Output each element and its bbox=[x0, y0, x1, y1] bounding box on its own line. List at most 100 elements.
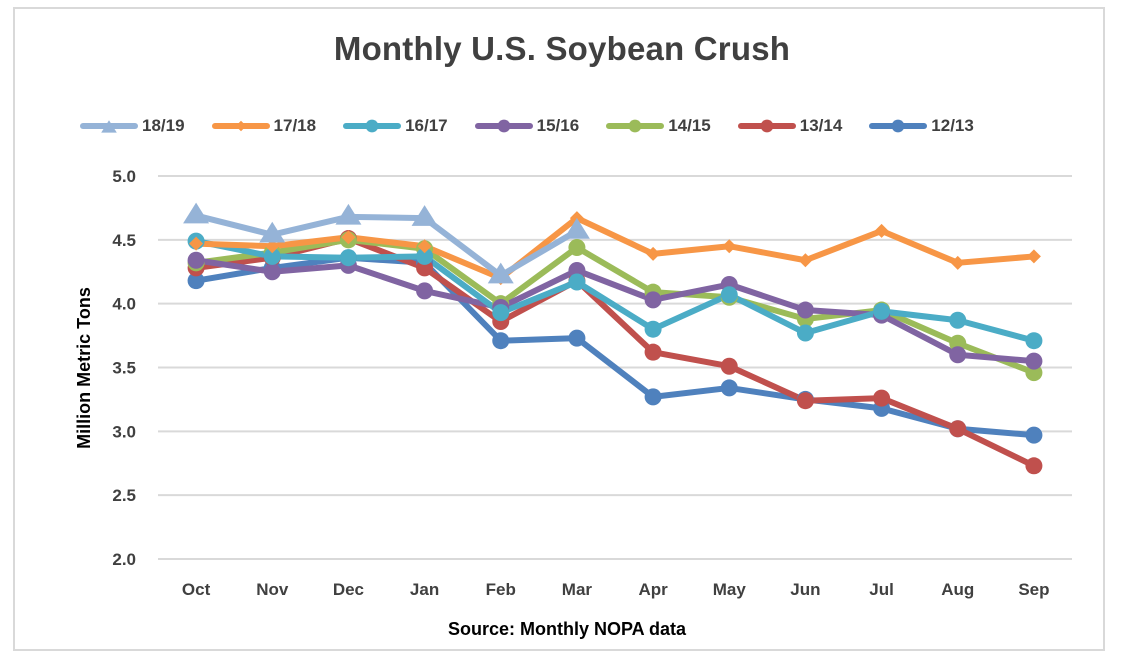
x-tick-label: Jan bbox=[410, 580, 439, 599]
legend-item-14-15: 14/15 bbox=[606, 116, 711, 136]
legend-item-18-19: 18/19 bbox=[80, 116, 185, 136]
data-point-16-17 bbox=[263, 247, 281, 265]
data-point-16-17 bbox=[568, 273, 586, 291]
data-point-15-16 bbox=[416, 282, 434, 300]
legend-marker bbox=[760, 119, 774, 133]
data-point-18-19 bbox=[411, 205, 438, 226]
legend-marker bbox=[365, 119, 379, 133]
legend-item-17-18: 17/18 bbox=[211, 116, 317, 136]
data-point-13-14 bbox=[796, 392, 814, 410]
legend-marker bbox=[101, 120, 117, 133]
data-point-14-15 bbox=[568, 238, 586, 256]
x-tick-label: Mar bbox=[562, 580, 593, 599]
y-tick-label: 5.0 bbox=[112, 167, 136, 186]
legend-swatch-14-15 bbox=[606, 119, 665, 133]
data-point-12-13 bbox=[720, 379, 738, 397]
x-tick-label: Nov bbox=[256, 580, 289, 599]
legend-item-16-17: 16/17 bbox=[343, 116, 448, 136]
data-point-16-17 bbox=[492, 304, 510, 322]
data-point-18-19 bbox=[487, 262, 514, 284]
legend-label: 15/16 bbox=[536, 116, 580, 135]
data-point-13-14 bbox=[720, 357, 738, 375]
data-point-13-14 bbox=[873, 389, 891, 407]
data-point-15-16 bbox=[796, 301, 814, 319]
x-tick-label: Sep bbox=[1018, 580, 1049, 599]
data-point-16-17 bbox=[1025, 332, 1043, 350]
x-tick-label: Jun bbox=[790, 580, 820, 599]
data-point-17-18 bbox=[798, 253, 813, 268]
data-point-16-17 bbox=[644, 320, 662, 338]
legend-label: 16/17 bbox=[405, 116, 448, 135]
data-point-16-17 bbox=[873, 302, 891, 320]
data-point-15-16 bbox=[1025, 352, 1043, 370]
legend-swatch-18-19 bbox=[80, 120, 138, 133]
x-tick-label: Oct bbox=[182, 580, 211, 599]
series-line-15-16 bbox=[193, 257, 1037, 365]
legend-item-15-16: 15/16 bbox=[474, 116, 580, 136]
data-point-12-13 bbox=[1025, 426, 1043, 444]
legend-item-13-14: 13/14 bbox=[737, 116, 843, 136]
data-point-13-14 bbox=[644, 343, 662, 361]
y-tick-label: 2.0 bbox=[112, 550, 136, 569]
data-point-16-17 bbox=[949, 311, 967, 329]
x-tick-label: Dec bbox=[333, 580, 364, 599]
x-tick-label: Jul bbox=[869, 580, 894, 599]
data-point-16-17 bbox=[339, 249, 357, 267]
data-point-17-18 bbox=[189, 236, 204, 251]
data-point-15-16 bbox=[949, 346, 967, 364]
data-point-17-18 bbox=[722, 239, 737, 254]
data-point-17-18 bbox=[265, 239, 280, 254]
legend-item-12-13: 12/13 bbox=[869, 116, 974, 136]
legend-marker bbox=[235, 120, 246, 132]
data-point-17-18 bbox=[646, 246, 661, 261]
y-tick-label: 4.5 bbox=[112, 231, 136, 250]
data-point-17-18 bbox=[950, 255, 965, 270]
y-tick-label: 3.5 bbox=[112, 359, 136, 378]
series-line-18-19 bbox=[193, 212, 580, 279]
x-tick-label: Apr bbox=[638, 580, 668, 599]
legend-marker bbox=[628, 119, 642, 133]
data-point-13-14 bbox=[1025, 457, 1043, 475]
data-point-17-18 bbox=[1026, 249, 1041, 264]
data-point-15-16 bbox=[263, 263, 281, 281]
legend-swatch-12-13 bbox=[869, 119, 928, 133]
legend-label: 18/19 bbox=[142, 116, 185, 135]
data-point-15-16 bbox=[644, 291, 662, 309]
data-point-18-19 bbox=[183, 202, 210, 224]
data-point-16-17 bbox=[720, 286, 738, 304]
data-point-18-19 bbox=[335, 203, 362, 225]
x-axis-title-source: Source: Monthly NOPA data bbox=[447, 619, 687, 639]
legend-label: 14/15 bbox=[668, 116, 711, 135]
x-tick-label: May bbox=[713, 580, 747, 599]
series-line-17-18 bbox=[193, 215, 1037, 282]
legend-swatch-13-14 bbox=[737, 119, 796, 133]
data-point-17-18 bbox=[874, 223, 889, 238]
data-point-16-17 bbox=[416, 247, 434, 265]
x-tick-label: Feb bbox=[486, 580, 516, 599]
legend-label: 17/18 bbox=[273, 116, 317, 135]
chart-legend: 18/19 17/18 16/17 15/16 14/15 13/14 12/13 bbox=[80, 112, 1001, 140]
y-axis-title: Million Metric Tons bbox=[74, 287, 94, 449]
x-tick-label: Aug bbox=[941, 580, 974, 599]
data-point-15-16 bbox=[187, 251, 205, 269]
y-tick-label: 3.0 bbox=[112, 422, 136, 441]
legend-label: 12/13 bbox=[931, 116, 974, 135]
legend-swatch-17-18 bbox=[211, 120, 270, 132]
data-point-12-13 bbox=[568, 329, 586, 347]
legend-marker bbox=[497, 119, 511, 133]
data-point-18-19 bbox=[259, 221, 286, 243]
series-line-16-17 bbox=[193, 238, 1037, 344]
data-point-12-13 bbox=[187, 272, 205, 290]
chart-title: Monthly U.S. Soybean Crush bbox=[333, 30, 791, 67]
legend-swatch-16-17 bbox=[343, 119, 402, 133]
data-point-12-13 bbox=[644, 388, 662, 406]
data-point-13-14 bbox=[949, 420, 967, 438]
y-tick-label: 4.0 bbox=[112, 295, 136, 314]
data-point-17-18 bbox=[417, 239, 432, 254]
data-point-12-13 bbox=[492, 332, 510, 350]
data-point-18-19 bbox=[563, 217, 590, 239]
y-tick-label: 2.5 bbox=[112, 486, 136, 505]
legend-marker bbox=[891, 119, 905, 133]
legend-label: 13/14 bbox=[799, 116, 843, 135]
